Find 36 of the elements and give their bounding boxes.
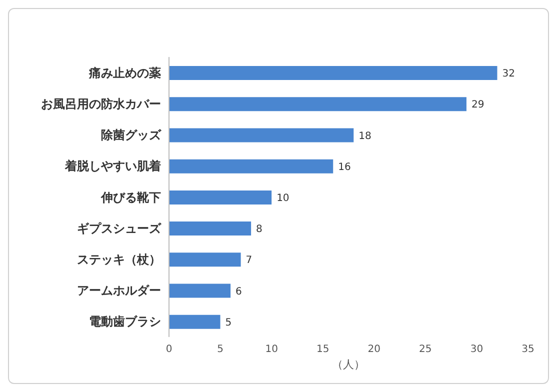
data-label: 5 [225, 317, 232, 328]
y-tick-label: ギプスシューズ [77, 221, 162, 236]
x-tick-label: 15 [316, 344, 330, 356]
bar [169, 252, 241, 267]
y-tick-label: 伸びる靴下 [100, 190, 161, 204]
y-tick-label: 電動歯ブラシ [89, 314, 161, 329]
bar [169, 190, 272, 204]
bar [169, 159, 334, 174]
bar [169, 284, 231, 298]
x-axis-title: （人） [331, 357, 366, 372]
bar [169, 66, 498, 80]
bar [169, 314, 220, 329]
y-tick-label: ステッキ（杖） [77, 252, 161, 266]
data-label: 16 [338, 162, 351, 173]
data-label: 18 [358, 130, 372, 142]
bar [169, 97, 466, 112]
x-tick-label: 35 [522, 344, 534, 356]
data-label: 29 [471, 100, 484, 111]
x-tick-label: 5 [217, 344, 224, 356]
data-label: 7 [246, 255, 252, 266]
y-tick-label: 着脱しやすい肌着 [64, 159, 161, 174]
bar [169, 128, 354, 142]
data-label: 10 [276, 192, 290, 204]
x-tick-label: 20 [368, 344, 381, 356]
y-tick-label: 除菌グッズ [101, 128, 162, 142]
y-tick-label: 痛み止めの薬 [88, 66, 161, 80]
x-tick-label: 30 [470, 344, 484, 356]
x-tick-label: 10 [265, 344, 278, 356]
x-tick-label: 0 [166, 344, 172, 356]
x-tick-label: 25 [419, 344, 432, 356]
data-label: 6 [236, 286, 242, 298]
y-tick-label: お風呂用の防水カバー [41, 96, 161, 111]
bar [169, 222, 252, 236]
data-label: 8 [256, 224, 262, 236]
data-label: 32 [502, 68, 515, 80]
y-tick-label: アームホルダー [77, 284, 161, 298]
